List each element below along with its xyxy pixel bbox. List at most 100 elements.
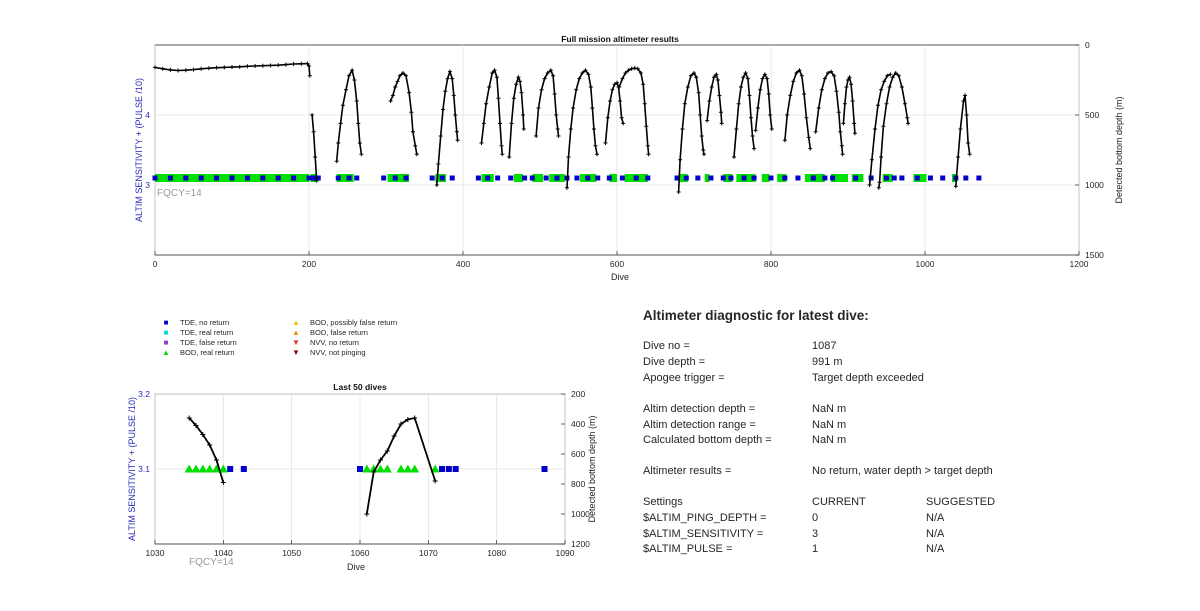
bottom-depth-point — [732, 155, 737, 159]
bod-real-return-mark — [336, 174, 354, 182]
bod-real-return-mark — [704, 174, 710, 182]
bottom-depth-point — [434, 183, 439, 187]
triangle-marker-icon: ▲ — [292, 318, 300, 327]
bod-real-return-mark — [777, 174, 787, 182]
bottom-depth-point — [490, 71, 495, 75]
bottom-depth-point — [676, 190, 681, 194]
bottom-depth-point — [760, 76, 765, 81]
bottom-depth-point — [393, 85, 398, 89]
bottom-depth-point — [388, 99, 393, 103]
bottom-depth-point — [583, 68, 588, 73]
bottom-depth-point — [956, 155, 961, 159]
bottom-depth-point — [445, 76, 450, 81]
tde-no-return-mark — [891, 175, 897, 181]
apogee-trigger-value: Target depth exceeded — [812, 372, 924, 384]
tde-no-return-mark — [392, 175, 398, 181]
bottom-depth-point — [291, 62, 296, 67]
tde-no-return-mark — [306, 175, 312, 181]
bod-real-return-mark — [369, 464, 379, 473]
tde-no-return-mark — [529, 175, 535, 181]
last50-chart: 1030 1040 1050 1060 1070 1080 1090 3.1 3.2 200 4… — [127, 382, 597, 572]
bottom-depth-point — [906, 121, 911, 126]
bottom-depth-point — [343, 87, 348, 92]
bottom-depth-point — [283, 62, 288, 67]
x-tick-label: 1060 — [351, 548, 370, 558]
main-fqcy-annotation: FQCY=14 — [157, 188, 202, 199]
main-left-axis-label: ALTIM SENSITIVITY + (PULSE /10) — [134, 78, 144, 222]
tde-no-return-mark — [541, 466, 548, 472]
bottom-depth-point — [496, 96, 501, 101]
bottom-depth-point — [314, 178, 319, 183]
bod-real-return-mark — [205, 464, 215, 473]
right-tick-label: 400 — [571, 419, 585, 429]
bottom-depth-point — [580, 71, 585, 75]
bottom-depth-point — [338, 121, 343, 126]
bod-real-return-mark — [403, 464, 413, 473]
left-tick-label: 4 — [145, 110, 150, 120]
setting-pulse-current: 1 — [812, 543, 819, 555]
bottom-depth-point — [752, 146, 757, 151]
bottom-depth-point — [797, 68, 802, 73]
tde-no-return-mark — [708, 175, 714, 181]
bottom-depth-point — [200, 432, 206, 437]
tde-no-return-mark — [741, 175, 747, 181]
bottom-depth-point — [741, 75, 746, 80]
tde-no-return-mark — [830, 175, 836, 181]
bottom-depth-point — [840, 152, 845, 157]
bottom-depth-point — [879, 87, 884, 92]
bottom-depth-point — [743, 71, 748, 75]
left-tick-label: 3 — [145, 180, 150, 190]
bottom-depth-point — [816, 106, 821, 110]
bottom-depth-point — [566, 155, 571, 159]
bottom-depth-point — [206, 66, 211, 71]
bottom-depth-point — [692, 71, 696, 75]
bottom-depth-point — [842, 101, 847, 106]
right-tick-label: 0 — [1085, 40, 1090, 50]
tde-no-return-mark — [485, 175, 491, 181]
last50-x-tick-labels: 1030 1040 1050 1060 1070 1080 1090 — [146, 548, 575, 558]
setting-sensitivity-current: 3 — [812, 528, 819, 540]
bottom-depth-point — [404, 73, 409, 78]
bottom-depth-point — [867, 183, 872, 187]
bottom-depth-point — [568, 127, 573, 131]
bottom-depth-point — [536, 106, 541, 110]
setting-ping-depth-current: 0 — [812, 512, 819, 524]
bottom-depth-point — [191, 67, 196, 72]
main-grid — [154, 44, 1080, 256]
bottom-depth-point — [887, 85, 892, 89]
last50-right-tick-labels: 200 400 600 800 1000 1200 — [571, 389, 590, 549]
tde-no-return-mark — [795, 175, 801, 181]
bottom-depth-point — [517, 79, 522, 84]
detection-depth-label: Altim detection depth = — [643, 403, 756, 415]
bottom-depth-point — [451, 93, 456, 98]
bottom-depth-point — [964, 113, 969, 117]
tde-no-return-mark — [152, 175, 158, 181]
bottom-depth-point — [745, 76, 750, 81]
bottom-depth-point — [359, 152, 364, 157]
bottom-depth-point — [638, 71, 643, 75]
bottom-depth-point — [390, 93, 395, 98]
tde-no-return-mark — [311, 175, 317, 181]
bod-real-return-mark — [198, 464, 208, 473]
tde-no-return-mark — [167, 175, 173, 181]
settings-suggested-header: SUGGESTED — [926, 496, 996, 508]
bottom-depth-line — [814, 70, 844, 155]
bottom-depth-point — [521, 113, 526, 117]
bottom-depth-point — [825, 71, 830, 75]
bottom-depth-point — [702, 152, 707, 157]
bottom-depth-point — [438, 134, 443, 138]
bod-real-return-mark — [410, 464, 420, 473]
bottom-depth-point — [834, 89, 839, 94]
bottom-depth-point — [610, 87, 615, 92]
bottom-depth-point — [822, 76, 827, 81]
main-right-tick-labels: 0 500 1000 1500 — [1085, 40, 1104, 260]
bottom-depth-point — [593, 143, 598, 148]
bottom-depth-point — [882, 79, 887, 84]
tde-no-return-mark — [275, 175, 281, 181]
legend-label: TDE, false return — [180, 338, 237, 347]
tde-no-return-mark — [508, 175, 514, 181]
triangle-marker-icon: ▲ — [162, 348, 170, 357]
bottom-depth-point — [564, 185, 569, 190]
bottom-depth-point — [782, 138, 787, 143]
